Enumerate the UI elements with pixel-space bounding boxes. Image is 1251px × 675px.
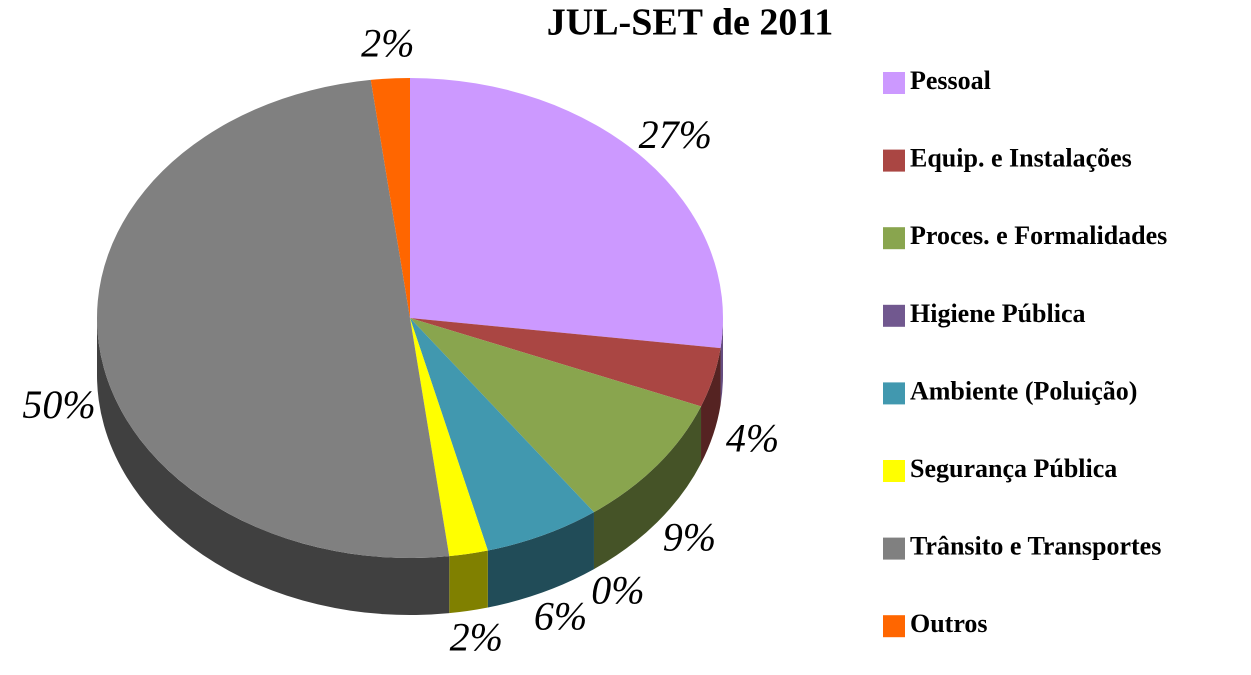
data-label: 9%	[663, 514, 716, 559]
data-label: 0%	[591, 568, 644, 613]
pie-slice	[410, 318, 488, 557]
legend-swatch	[883, 615, 905, 638]
data-label: 2%	[361, 21, 414, 66]
pie-side	[97, 318, 450, 616]
legend-label: Ambiente (Poluição)	[910, 376, 1137, 405]
legend-swatch	[883, 227, 905, 250]
legend-label: Segurança Pública	[910, 454, 1117, 483]
pie-side	[701, 348, 721, 464]
data-label: 4%	[726, 416, 779, 461]
pie-slice	[410, 78, 723, 349]
legend-swatch	[883, 460, 905, 482]
data-label: 2%	[450, 615, 503, 660]
pie-slice	[370, 78, 410, 318]
pie-side	[449, 550, 488, 614]
pie-slice	[410, 318, 721, 407]
legend-swatch	[883, 72, 905, 94]
legend-swatch	[883, 149, 905, 172]
legend-label: Proces. e Formalidades	[910, 221, 1167, 250]
legend-label: Trânsito e Transportes	[910, 532, 1161, 561]
data-label: 6%	[534, 594, 587, 639]
legend-swatch	[883, 537, 905, 560]
chart-title: JUL-SET de 2011	[547, 2, 833, 44]
pie-slice	[96, 79, 450, 559]
legend-label: Outros	[910, 609, 988, 638]
pie-slice	[410, 318, 702, 513]
legend-swatch	[883, 304, 905, 327]
legend-label: Pessoal	[910, 66, 991, 95]
pie-side	[487, 512, 594, 608]
pie-side	[593, 406, 702, 570]
data-label: 50%	[22, 382, 95, 427]
legend-label: Higiene Pública	[910, 299, 1086, 328]
legend-swatch	[883, 382, 905, 405]
legend-label: Equip. e Instalações	[910, 144, 1132, 173]
pie-side	[720, 318, 723, 406]
data-label: 27%	[639, 112, 712, 157]
pie-slice	[410, 318, 594, 551]
